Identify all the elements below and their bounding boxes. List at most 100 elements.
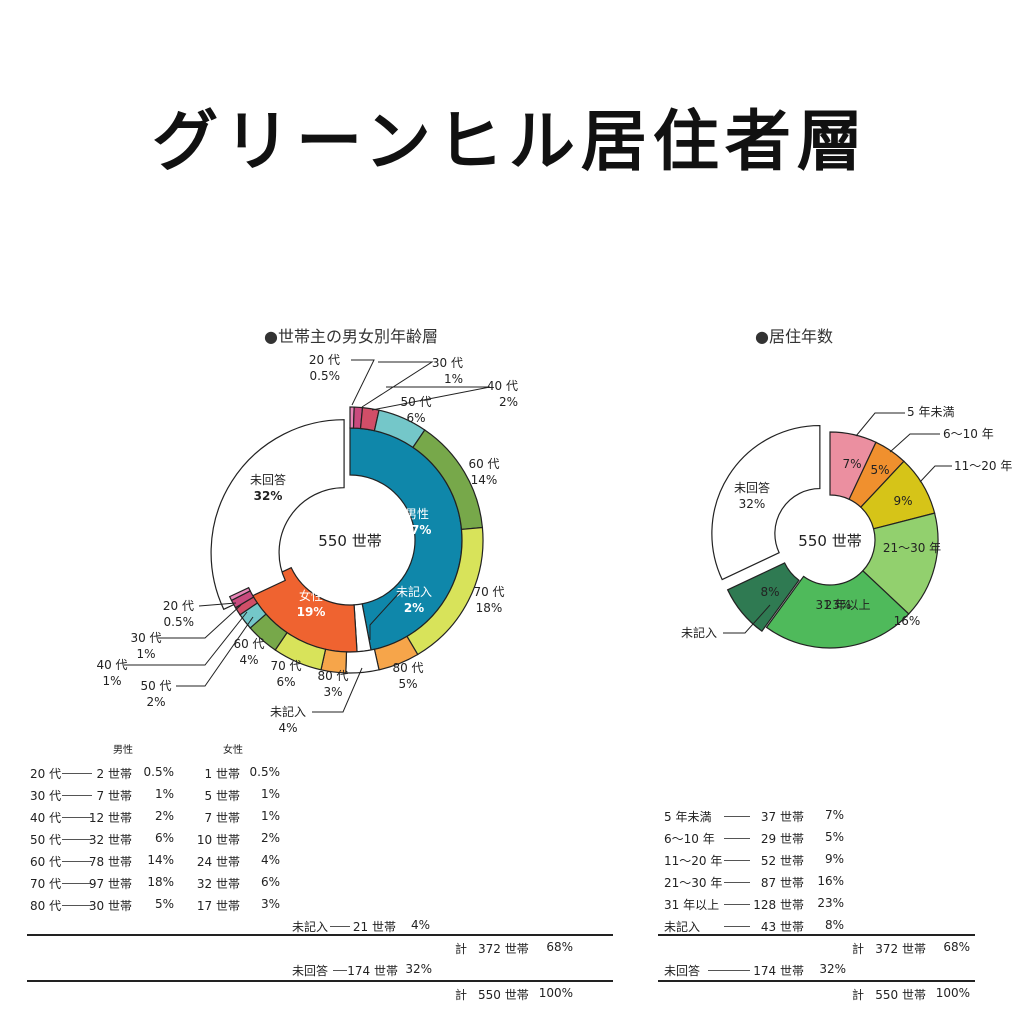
years-count-cell: 52 世帯 <box>760 854 804 868</box>
male-60s-pct: 14% <box>471 473 498 487</box>
noanswer-label-pct: 32% <box>254 489 283 503</box>
female-20s-name: 20 代 <box>163 599 194 613</box>
male-label-name: 男性 <box>405 507 429 521</box>
male-count-cell: 12 世帯 <box>88 811 132 825</box>
male-label-pct: 47% <box>403 523 432 537</box>
years-label-cell: 6〜10 年 <box>664 832 715 846</box>
male-60s-name: 60 代 <box>468 457 499 471</box>
years-label-cell: 31 年以上 <box>664 898 720 912</box>
female-pct-cell: 3% <box>260 897 280 911</box>
age-cell: 70 代 <box>30 877 62 891</box>
lt5-pct: 7% <box>842 457 861 471</box>
years-noanswer-name: 未回答 <box>734 480 770 495</box>
years-slice <box>726 562 800 633</box>
years-table-row: 21〜30 年 87 世帯 16% <box>0 874 1021 890</box>
male-count-cell: 7 世帯 <box>96 789 132 803</box>
years-pct-cell: 7% <box>824 808 844 822</box>
years-slice <box>765 569 910 649</box>
years-center-label: 550 世帯 <box>798 532 861 550</box>
male-20s-name: 20 代 <box>309 353 340 367</box>
male-pct-cell: 2% <box>154 809 174 823</box>
female-pct-cell: 1% <box>260 809 280 823</box>
noanswer-label-name: 未回答 <box>250 472 286 487</box>
male-pct-cell: 6% <box>154 831 174 845</box>
female-50s-name: 50 代 <box>140 679 171 693</box>
female-pct-cell: 2% <box>260 831 280 845</box>
lt5-name: 5 年未満 <box>907 405 954 419</box>
female-count-cell: 17 世帯 <box>196 899 240 913</box>
inner-slice <box>210 419 345 611</box>
years-label-cell: 11〜20 年 <box>664 854 723 868</box>
years-count-cell: 29 世帯 <box>760 832 804 846</box>
unfilled-inner-label-pct: 2% <box>404 601 424 615</box>
male-pct-cell: 0.5% <box>143 765 175 779</box>
male-pct-cell: 1% <box>154 787 174 801</box>
male-70s-name: 70 代 <box>473 585 504 599</box>
age-table-row: 30 代 7 世帯 1% 5 世帯 1% <box>0 787 620 803</box>
unfilled-name: 未記入 <box>681 625 717 640</box>
male-40s-name: 40 代 <box>487 379 518 393</box>
age-table-row: 50 代 32 世帯 6% 10 世帯 2% <box>0 831 620 847</box>
female-pct-cell: 1% <box>260 787 280 801</box>
years-slice <box>711 424 821 581</box>
age-table-row: 40 代 12 世帯 2% 7 世帯 1% <box>0 809 620 825</box>
age-noanswer-row: 未回答 174 世帯 32% <box>292 962 432 978</box>
female-label-pct: 19% <box>297 605 326 619</box>
male-30s-pct: 1% <box>444 372 463 386</box>
female-count-cell: 24 世帯 <box>196 855 240 869</box>
male-pct-cell: 5% <box>154 897 174 911</box>
male-count-cell: 78 世帯 <box>88 855 132 869</box>
male-80s-pct: 5% <box>398 677 417 691</box>
years-total-row: 計 550 世帯 100% <box>852 986 970 1002</box>
outer-slice <box>228 586 252 602</box>
female-count-cell: 7 世帯 <box>204 811 240 825</box>
female-40s-pct: 1% <box>102 674 121 688</box>
years-label-cell: 5 年未満 <box>664 810 712 824</box>
male-count-cell: 30 世帯 <box>88 899 132 913</box>
male-pct-cell: 18% <box>147 875 174 889</box>
female-30s-name: 30 代 <box>130 631 161 645</box>
years-table-row: 未記入 43 世帯 8% <box>0 918 1021 934</box>
age-cell: 80 代 <box>30 899 62 913</box>
y11-20-pct: 9% <box>893 494 912 508</box>
male-50s-name: 50 代 <box>400 395 431 409</box>
age-subtotal-row: 計 372 世帯 68% <box>455 940 573 956</box>
y11-20-name: 11〜20 年 <box>954 459 1012 473</box>
unfilled-outer-pct: 4% <box>278 721 297 735</box>
male-pct-cell: 14% <box>147 853 174 867</box>
age-table-row: 70 代 97 世帯 18% 32 世帯 6% <box>0 875 620 891</box>
female-pct-cell: 4% <box>260 853 280 867</box>
y21-30-pct: 16% <box>894 614 921 628</box>
years-pct-cell: 8% <box>824 918 844 932</box>
female-50s-pct: 2% <box>146 695 165 709</box>
age-cell: 60 代 <box>30 855 62 869</box>
age-cell: 40 代 <box>30 811 62 825</box>
years-table-row: 11〜20 年 52 世帯 9% <box>0 852 1021 868</box>
male-50s-pct: 6% <box>406 411 425 425</box>
age-table-row: 80 代 30 世帯 5% 17 世帯 3% <box>0 897 620 913</box>
years-noanswer-row: 未回答 174 世帯 32% <box>664 962 846 978</box>
y31plus-pct: 23% <box>825 598 852 612</box>
female-20s-pct: 0.5% <box>164 615 195 629</box>
male-20s-pct: 0.5% <box>310 369 341 383</box>
age-cell: 30 代 <box>30 789 62 803</box>
age-table: 男性 女性 20 代 2 世帯 0.5% 1 世帯 0.5% 30 代 7 世帯 1% 5 世帯… <box>0 745 620 1002</box>
years-label-cell: 21〜30 年 <box>664 876 723 890</box>
unfilled-pct: 8% <box>760 585 779 599</box>
age-chart-title: ●世帯主の男女別年齢層 <box>264 327 438 346</box>
years-count-cell: 43 世帯 <box>760 920 804 934</box>
male-count-cell: 32 世帯 <box>88 833 132 847</box>
unfilled-inner-label-name: 未記入 <box>396 584 432 599</box>
female-70s-pct: 6% <box>276 675 295 689</box>
male-30s-name: 30 代 <box>432 356 463 370</box>
years-noanswer-pct: 32% <box>739 497 766 511</box>
y6-10-name: 6〜10 年 <box>943 427 994 441</box>
years-pct-cell: 9% <box>824 852 844 866</box>
years-count-cell: 37 世帯 <box>760 810 804 824</box>
age-cell: 20 代 <box>30 767 62 781</box>
years-table-row: 5 年未満 37 世帯 7% <box>0 808 1021 824</box>
years-count-cell: 128 世帯 <box>753 898 804 912</box>
residence-years-donut-chart: 550 世帯 7% 5% 9% 23% 8% 21〜30 年 16% 31 年以上 未回答 32% 5… <box>681 405 1012 649</box>
